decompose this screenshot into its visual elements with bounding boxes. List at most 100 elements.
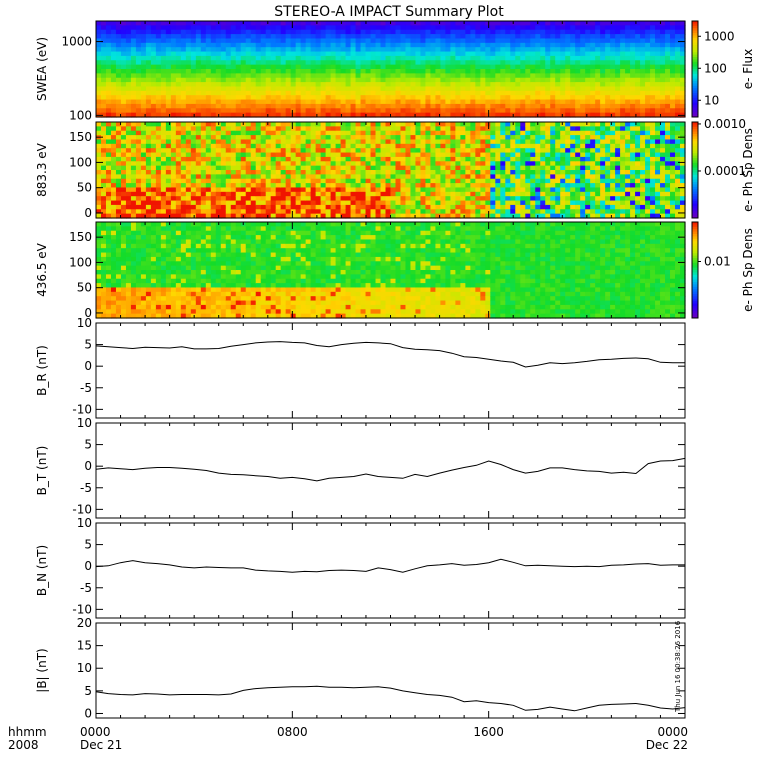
spectrogram-cell: [210, 64, 217, 70]
spectrogram-cell: [110, 47, 117, 53]
spectrogram-cell: [160, 191, 167, 197]
spectrogram-cell: [155, 135, 162, 141]
spectrogram-cell: [475, 152, 481, 158]
spectrogram-cell: [175, 103, 182, 109]
spectrogram-cell: [545, 174, 551, 180]
spectrogram-cell: [475, 38, 481, 44]
spectrogram-cell: [540, 38, 546, 44]
spectrogram-cell: [585, 143, 591, 149]
spectrogram-cell: [175, 143, 182, 149]
spectrogram-cell: [590, 183, 596, 189]
spectrogram-cell: [590, 213, 596, 219]
spectrogram-cell: [310, 152, 317, 158]
spectrogram-cell: [460, 29, 466, 35]
colorbar-swatch: [692, 35, 698, 39]
spectrogram-cell: [680, 99, 686, 105]
spectrogram-cell: [160, 130, 167, 136]
spectrogram-cell: [530, 161, 536, 167]
spectrogram-cell: [545, 165, 551, 171]
spectrogram-cell: [675, 29, 681, 35]
spectrogram-cell: [530, 108, 536, 114]
spectrogram-cell: [605, 148, 611, 154]
spectrogram-cell: [230, 112, 237, 118]
spectrogram-cell: [575, 204, 581, 210]
spectrogram-cell: [615, 103, 621, 109]
spectrogram-cell: [215, 200, 222, 206]
colorbar-swatch: [692, 37, 698, 41]
spectrogram-cell: [220, 122, 227, 127]
spectrogram-cell: [530, 213, 536, 219]
spectrogram-cell: [145, 69, 152, 74]
spectrogram-cell: [435, 135, 442, 141]
spectrogram-cell: [590, 209, 596, 215]
spectrogram-cell: [145, 200, 152, 206]
spectrogram-cell: [225, 21, 232, 26]
spectrogram-cell: [440, 69, 447, 74]
spectrogram-cell: [525, 21, 531, 26]
spectrogram-cell: [470, 135, 476, 141]
spectrogram-cell: [520, 82, 526, 88]
spectrogram-cell: [440, 191, 447, 197]
spectrogram-cell: [285, 34, 292, 40]
spectrogram-cell: [675, 69, 681, 74]
spectrogram-cell: [620, 112, 626, 118]
spectrogram-cell: [425, 122, 432, 127]
spectrogram-cell: [105, 73, 112, 79]
spectrogram-cell: [305, 60, 312, 66]
spectrogram-cell: [210, 135, 217, 141]
spectrogram-cell: [375, 178, 382, 184]
spectrogram-cell: [405, 165, 412, 171]
spectrogram-cell: [115, 86, 122, 92]
spectrogram-cell: [230, 165, 237, 171]
spectrogram-cell: [380, 200, 387, 206]
spectrogram-cell: [525, 103, 531, 109]
spectrogram-cell: [240, 95, 247, 101]
spectrogram-cell: [460, 130, 466, 136]
spectrogram-cell: [445, 55, 451, 61]
spectrogram-cell: [155, 200, 162, 206]
spectrogram-cell: [355, 174, 362, 180]
spectrogram-cell: [100, 183, 107, 189]
spectrogram-cell: [480, 34, 486, 40]
spectrogram-cell: [610, 187, 616, 193]
spectrogram-cell: [385, 122, 392, 127]
spectrogram-cell: [210, 165, 217, 171]
spectrogram-cell: [150, 86, 157, 92]
spectrogram-cell: [655, 77, 661, 83]
spectrogram-cell: [180, 112, 187, 118]
spectrogram-cell: [540, 34, 546, 40]
spectrogram-cell: [335, 191, 342, 197]
spectrogram-cell: [110, 86, 117, 92]
spectrogram-cell: [440, 196, 447, 202]
spectrogram-cell: [400, 161, 407, 167]
spectrogram-cell: [265, 69, 272, 74]
spectrogram-cell: [265, 161, 272, 167]
spectrogram-cell: [105, 161, 112, 167]
spectrogram-cell: [550, 99, 556, 105]
spectrogram-cell: [220, 161, 227, 167]
spectrogram-cell: [220, 187, 227, 193]
spectrogram-cell: [600, 170, 606, 175]
spectrogram-cell: [575, 191, 581, 197]
spectrogram-cell: [505, 86, 511, 92]
spectrogram-cell: [320, 82, 327, 88]
spectrogram-cell: [145, 38, 152, 44]
spectrogram-cell: [125, 209, 132, 215]
spectrogram-cell: [305, 86, 312, 92]
spectrogram-cell: [180, 122, 187, 127]
spectrogram-cell: [480, 213, 486, 219]
spectrogram-cell: [380, 196, 387, 202]
colorbar-swatch: [692, 93, 698, 96]
spectrogram-cell: [360, 156, 367, 162]
spectrogram-cell: [430, 86, 437, 92]
spectrogram-cell: [260, 200, 267, 206]
spectrogram-cell: [585, 161, 591, 167]
spectrogram-cell: [520, 86, 526, 92]
spectrogram-cell: [200, 21, 207, 26]
spectrogram-cell: [395, 191, 402, 197]
spectrogram-cell: [395, 196, 402, 202]
spectrogram-cell: [475, 99, 481, 105]
spectrogram-cell: [650, 112, 656, 118]
spectrogram-cell: [440, 183, 447, 189]
spectrogram-cell: [235, 148, 242, 154]
